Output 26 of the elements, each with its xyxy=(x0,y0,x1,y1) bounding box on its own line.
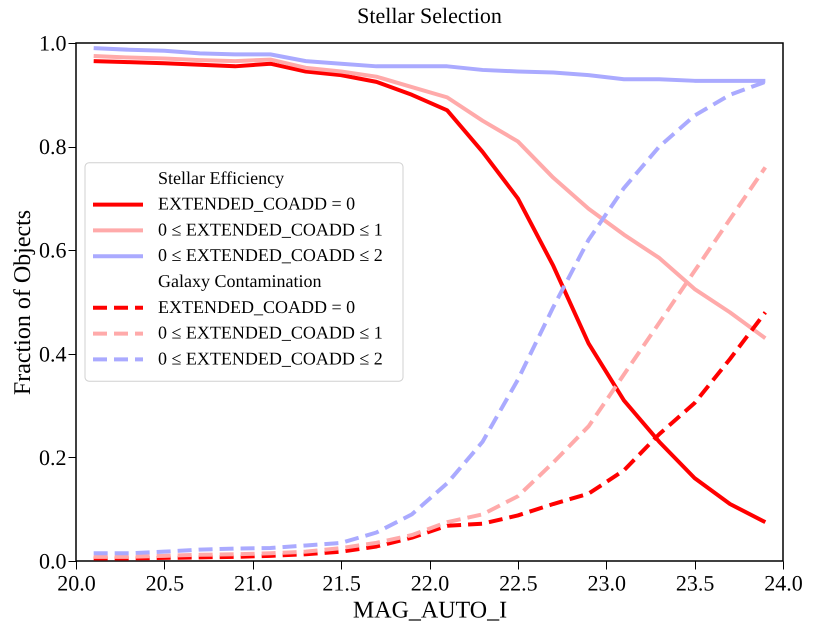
x-tick-label: 23.0 xyxy=(588,570,626,596)
y-tick-label: 0.6 xyxy=(39,238,66,263)
x-tick-label: 22.5 xyxy=(499,570,538,596)
legend-label: 0 ≤ EXTENDED_COADD ≤ 1 xyxy=(158,219,383,240)
legend-label: 0 ≤ EXTENDED_COADD ≤ 1 xyxy=(158,322,383,343)
x-tick-label: 22.0 xyxy=(410,570,450,596)
legend-label: 0 ≤ EXTENDED_COADD ≤ 2 xyxy=(158,348,383,368)
y-tick-label: 0.0 xyxy=(39,548,66,574)
legend-label: EXTENDED_COADD = 0 xyxy=(158,296,356,317)
legend-title: Stellar Efficiency xyxy=(158,168,284,188)
annotation: Galaxy Contamination xyxy=(158,271,322,291)
chart-title: Stellar Selection xyxy=(357,3,502,28)
y-tick-label: 1.0 xyxy=(39,30,66,56)
x-tick-label: 20.0 xyxy=(57,570,96,596)
x-tick-label: 21.0 xyxy=(234,570,272,596)
x-axis-title: MAG_AUTO_I xyxy=(352,598,508,624)
legend-label: EXTENDED_COADD = 0 xyxy=(158,194,356,214)
y-axis-title: Fraction of Objects xyxy=(10,210,36,396)
x-tick-label: 21.5 xyxy=(322,570,361,596)
x-tick-label: 20.5 xyxy=(146,570,184,596)
x-tick-label: 24.0 xyxy=(764,570,803,596)
y-tick-label: 0.2 xyxy=(39,444,66,470)
legend-label: 0 ≤ EXTENDED_COADD ≤ 2 xyxy=(158,245,383,266)
x-tick-label: 23.5 xyxy=(676,570,714,596)
y-tick-label: 0.4 xyxy=(39,341,66,366)
y-tick-label: 0.8 xyxy=(39,134,66,160)
